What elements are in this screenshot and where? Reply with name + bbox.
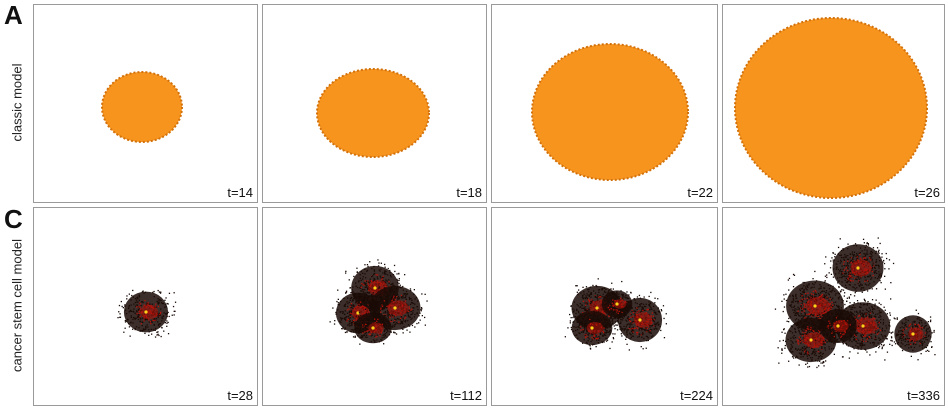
tumor-csc-t336 xyxy=(774,237,936,369)
frame-classic-t18: t=18 xyxy=(262,4,487,203)
time-label-t224: t=224 xyxy=(680,388,713,403)
time-label-t112: t=112 xyxy=(450,388,482,403)
panel-letter-c: C xyxy=(4,204,23,234)
panel-letter-a: A xyxy=(4,0,23,30)
tumor-csc-t112 xyxy=(329,259,428,345)
tumor-classic-t26 xyxy=(734,17,928,199)
time-label-t28: t=28 xyxy=(227,388,253,403)
tumor-classic-t18 xyxy=(316,68,430,158)
frame-classic-t26: t=26 xyxy=(722,4,945,203)
tumor-csc-t224 xyxy=(564,278,667,351)
time-label-t18: t=18 xyxy=(456,185,482,200)
row-label-classic-model: classic model xyxy=(9,63,25,142)
time-label-t14: t=14 xyxy=(227,185,253,200)
time-label-t26: t=26 xyxy=(914,185,940,200)
tumor-classic-t14 xyxy=(101,71,183,143)
time-label-t336: t=336 xyxy=(907,388,940,403)
time-label-t22: t=22 xyxy=(687,185,713,200)
frame-csc-t28: t=28 xyxy=(33,207,258,406)
frame-classic-t22: t=22 xyxy=(491,4,718,203)
frame-csc-t112: t=112 xyxy=(262,207,487,406)
frame-csc-t336: t=336 xyxy=(722,207,945,406)
tumor-classic-t22 xyxy=(531,43,689,181)
frame-classic-t14: t=14 xyxy=(33,4,258,203)
tumor-csc-t28 xyxy=(117,289,177,338)
frame-csc-t224: t=224 xyxy=(491,207,718,406)
row-label-cancer-stem-cell-model: cancer stem cell model xyxy=(9,239,25,372)
